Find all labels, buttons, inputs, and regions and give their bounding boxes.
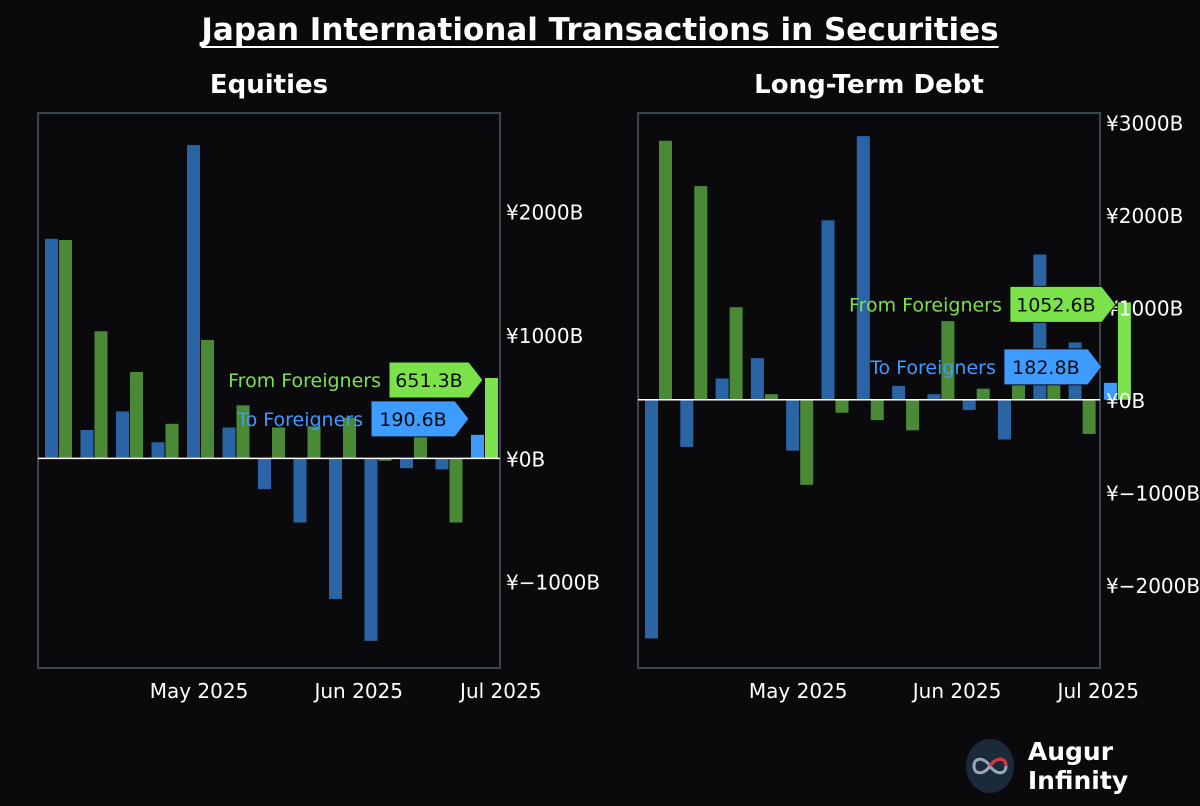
equities-panel-title: Equities [209,70,329,100]
from-foreigners-bar [694,186,708,400]
to-foreigners-bar [293,458,307,523]
to-foreigners-bar [80,429,94,459]
to-foreigners-bar [151,442,165,459]
from-foreigners-bar [165,423,179,459]
y-tick-label: ¥−1000B [1106,481,1200,505]
from-foreigners-bar [729,307,743,400]
debt-panel-title: Long-Term Debt [754,70,984,100]
y-tick-label: ¥−1000B [506,571,600,595]
to-foreigners-label: To Foreigners [236,409,363,431]
equities-chart: ¥−1000B ¥0B ¥1000B ¥2000B May 2025 Jun 2025 Ju… [37,112,600,703]
to-foreigners-bar [471,434,484,459]
to-foreigners-bar [187,145,200,459]
from-foreigners-bar [835,399,849,413]
x-tick-label: Jul 2025 [1056,679,1139,703]
from-foreigners-bar [870,399,884,421]
y-tick-label: ¥2000B [506,201,583,225]
from-foreigners-bar [449,458,463,523]
value-tag-label: 651.3B [395,370,462,392]
from-foreigners-bar [272,427,285,459]
from-foreigners-bar [976,388,990,400]
to-foreigners-label: To Foreigners [869,357,996,379]
from-foreigners-bar [1082,399,1096,434]
to-foreigners-bar [927,394,941,400]
to-foreigners-bar [116,411,129,459]
to-foreigners-bar [435,458,449,470]
value-tag-label: 182.8B [1012,357,1079,379]
to-foreigners-bar [45,238,58,459]
to-foreigners-bar [786,399,800,451]
long-term-debt-chart: ¥−2000B ¥−1000B ¥0B ¥1000B ¥2000B ¥3000B May 2… [637,111,1200,703]
to-foreigners-value-tag [1003,348,1103,386]
from-foreigners-bar [201,339,214,459]
from-foreigners-bar [485,378,498,459]
to-foreigners-bar [821,220,835,400]
to-foreigners-bar [400,458,413,469]
to-foreigners-value-tag [370,400,470,438]
from-foreigners-bar [378,458,392,461]
to-foreigners-bar [645,399,658,639]
y-tick-label: ¥2000B [1106,204,1183,228]
from-foreigners-bar [236,405,250,459]
value-tag-label: 190.6B [379,409,446,431]
x-tick-label: Jun 2025 [312,679,403,703]
from-foreigners-bar [1117,302,1131,400]
from-foreigners-bar [307,426,321,459]
from-foreigners-bar [130,372,143,459]
plot-frame [637,112,1101,669]
from-foreigners-bar [764,394,778,400]
to-foreigners-bar [680,399,694,447]
x-tick-label: May 2025 [749,679,848,703]
from-foreigners-bar [343,417,356,459]
y-tick-label: ¥−2000B [1106,574,1200,598]
from-foreigners-bar [941,321,955,400]
y-tick-label: ¥0B [506,447,545,471]
from-foreigners-bar [94,331,108,459]
x-tick-label: May 2025 [150,679,249,703]
value-tag-label: 1052.6B [1016,294,1096,316]
to-foreigners-bar [962,399,976,410]
x-tick-label: Jun 2025 [911,679,1002,703]
brand-logo-group: Augur Infinity [966,737,1200,795]
from-foreigners-value-tag [388,361,484,399]
to-foreigners-bar [856,136,870,400]
from-foreigners-label: From Foreigners [228,370,381,392]
to-foreigners-bar [222,427,236,459]
to-foreigners-bar [364,458,378,641]
to-foreigners-bar [1103,382,1117,400]
to-foreigners-bar [892,385,906,400]
y-tick-label: ¥1000B [1106,296,1183,320]
to-foreigners-bar [715,378,729,400]
to-foreigners-bar [258,458,271,490]
from-foreigners-bar [800,399,814,485]
chart-main-title: Japan International Transactions in Secu… [201,12,999,48]
infinity-logo-icon [966,739,1014,793]
to-foreigners-bar [329,458,342,599]
from-foreigners-bar [59,240,72,459]
brand-name: Augur Infinity [1027,737,1129,795]
y-tick-label: ¥0B [1106,389,1145,413]
from-foreigners-label: From Foreigners [849,294,1002,316]
y-tick-label: ¥3000B [1106,111,1183,135]
plot-frame [37,112,501,669]
y-tick-label: ¥1000B [506,324,583,348]
from-foreigners-value-tag [1009,285,1117,323]
x-tick-label: Jul 2025 [458,679,541,703]
to-foreigners-bar [998,399,1011,440]
from-foreigners-bar [659,140,672,400]
from-foreigners-bar [906,399,920,431]
to-foreigners-bar [750,358,764,400]
